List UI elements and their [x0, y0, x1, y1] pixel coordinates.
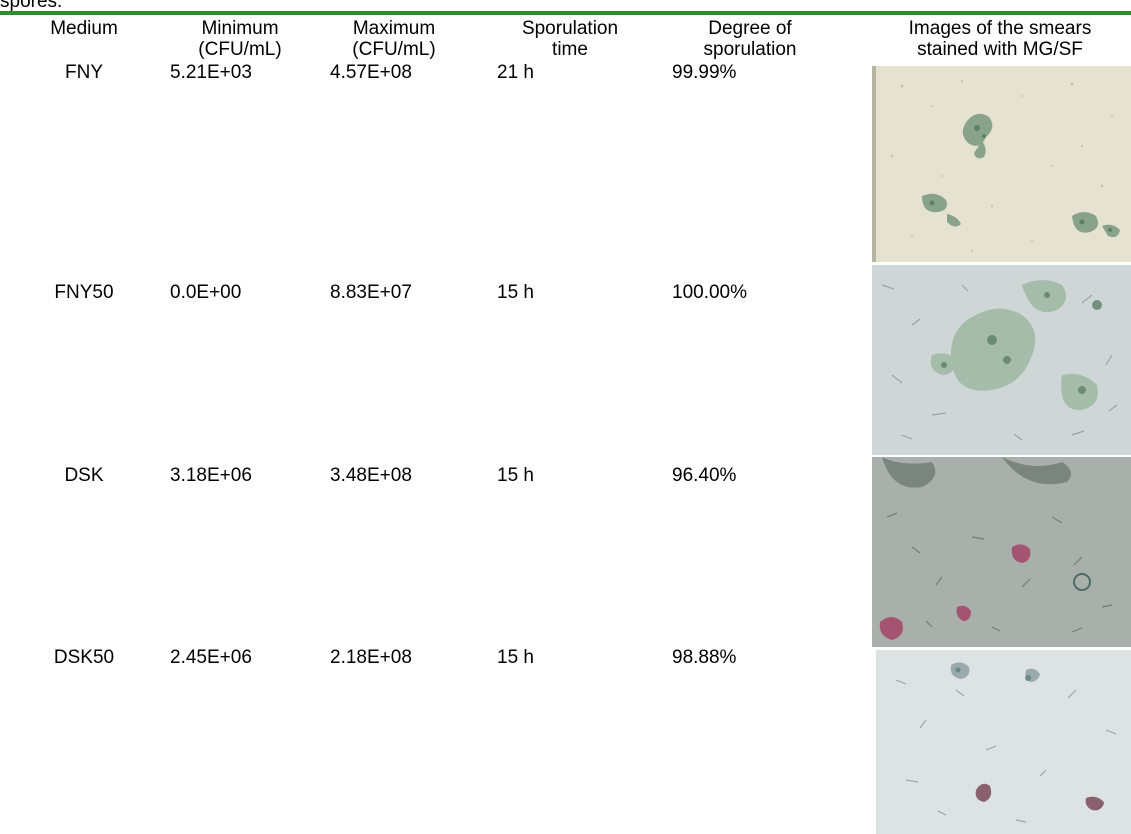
header-minimum: Minimum (CFU/mL): [198, 18, 282, 60]
row-sporulation-time: 15 h: [497, 282, 534, 303]
row-medium: DSK: [64, 465, 104, 486]
header-images: Images of the smears stained with MG/SF: [908, 18, 1092, 60]
row-maximum: 2.18E+08: [330, 647, 412, 668]
row-maximum: 3.48E+08: [330, 465, 412, 486]
row-maximum: 8.83E+07: [330, 282, 412, 303]
row-medium: DSK50: [53, 647, 115, 668]
row-minimum: 2.45E+06: [170, 647, 252, 668]
row-medium: FNY: [65, 62, 103, 83]
header-degree: Degree of sporulation: [703, 18, 797, 60]
table-top-rule: [0, 11, 1131, 15]
row-minimum: 0.0E+00: [170, 282, 242, 303]
row-degree: 96.40%: [672, 465, 737, 486]
fny50-smear-image: [872, 265, 1131, 455]
caption-fragment: spores.: [0, 0, 63, 12]
row-sporulation-time: 15 h: [497, 647, 534, 668]
dsk50-smear-image: [876, 650, 1131, 834]
fny-smear-image: [872, 66, 1131, 262]
row-degree: 98.88%: [672, 647, 737, 668]
header-sporulation-time: Sporulation time: [521, 18, 619, 60]
row-minimum: 3.18E+06: [170, 465, 252, 486]
row-sporulation-time: 21 h: [497, 62, 534, 83]
header-medium: Medium: [50, 18, 118, 39]
dsk-smear-image: [872, 457, 1131, 647]
row-degree: 100.00%: [672, 282, 748, 303]
row-sporulation-time: 15 h: [497, 465, 534, 486]
row-maximum: 4.57E+08: [330, 62, 412, 83]
row-minimum: 5.21E+03: [170, 62, 252, 83]
header-maximum: Maximum (CFU/mL): [352, 18, 436, 60]
row-medium: FNY50: [54, 282, 114, 303]
row-degree: 99.99%: [672, 62, 737, 83]
